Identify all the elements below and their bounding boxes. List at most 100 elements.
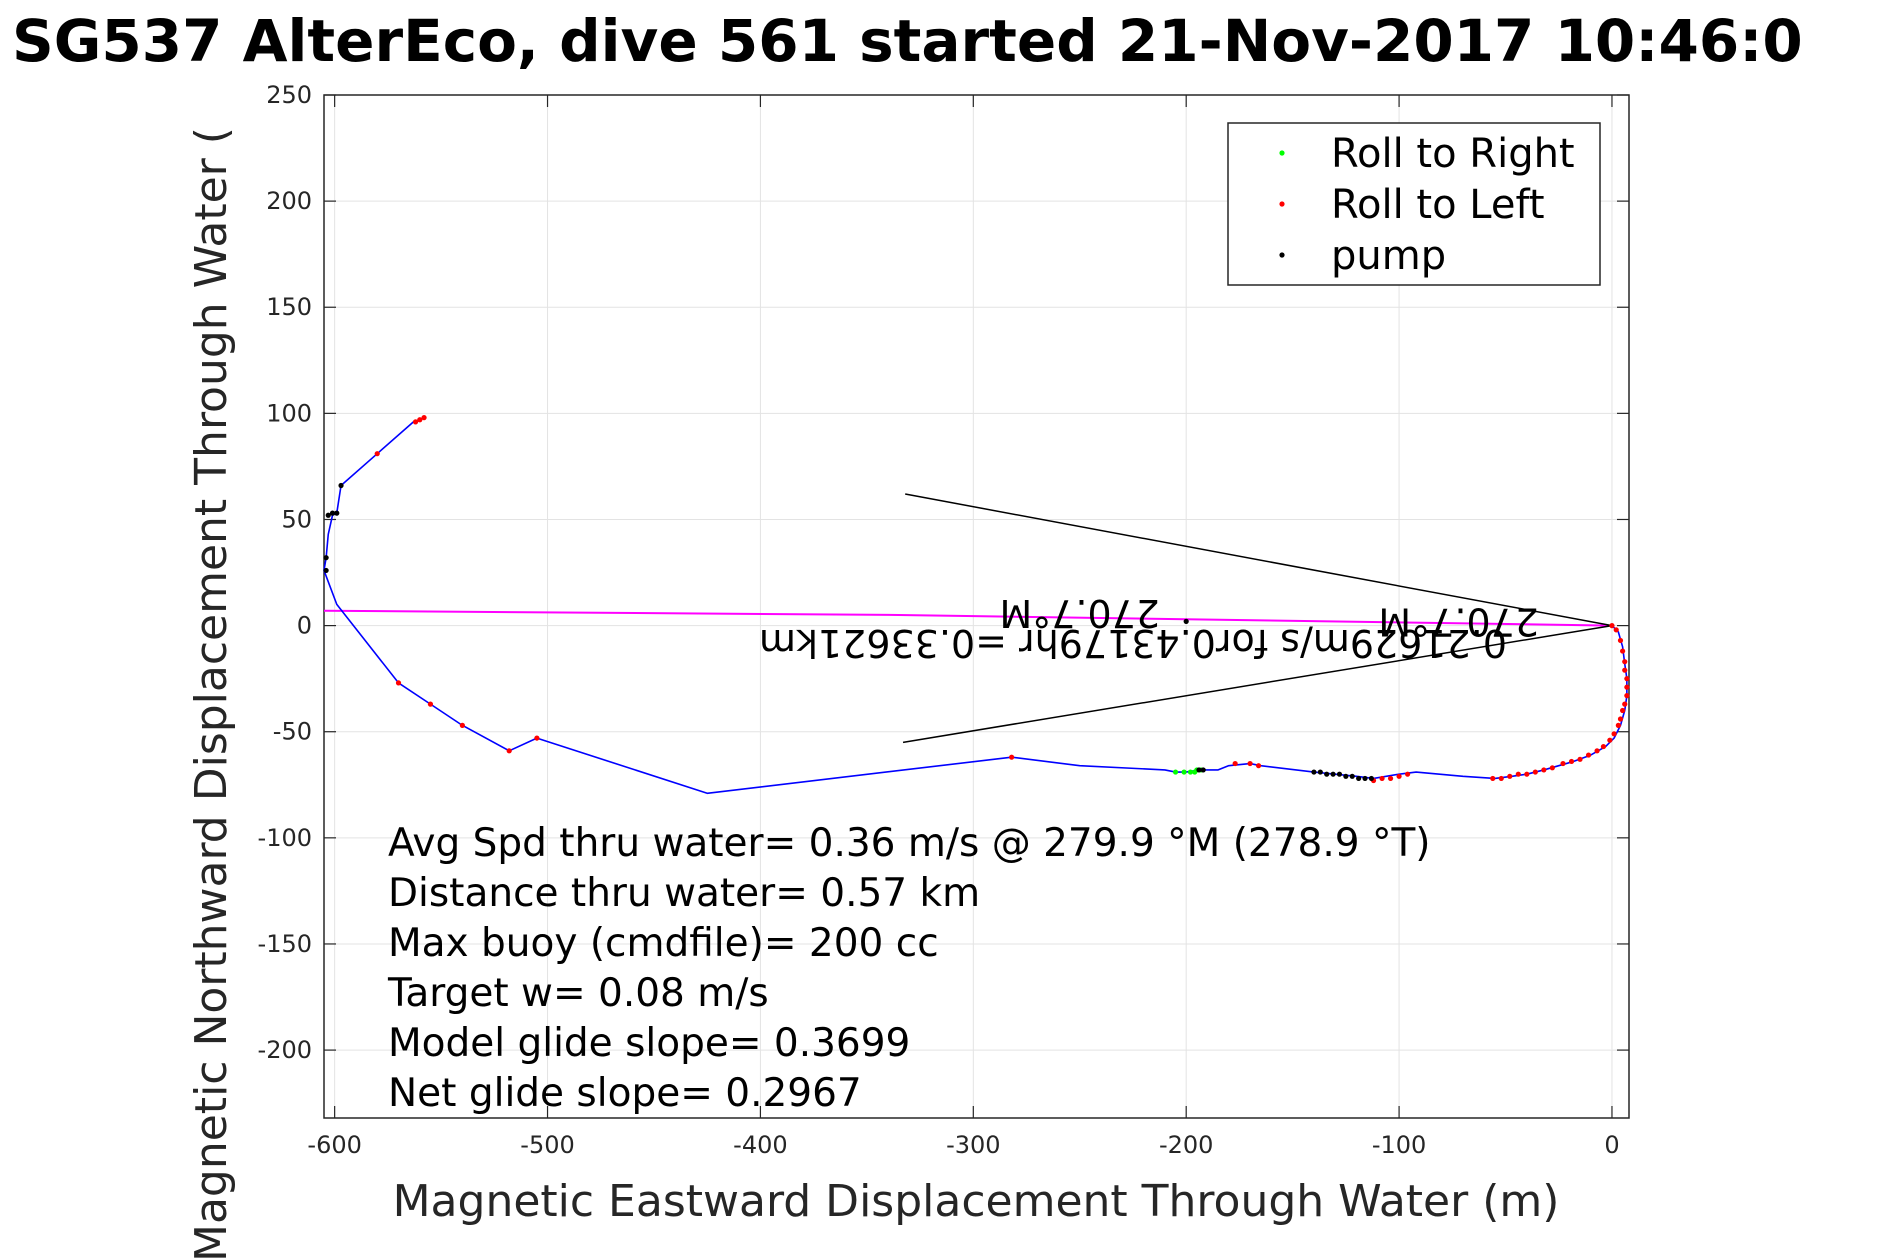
marker-roll-to-left [1524, 771, 1530, 777]
x-axis-label: Magnetic Eastward Displacement Through W… [393, 1176, 1560, 1227]
y-tick-label: 200 [266, 187, 312, 215]
marker-roll-to-left [1622, 667, 1628, 673]
marker-roll-to-left [417, 417, 423, 423]
annotation-model-glide: Model glide slope= 0.3699 [388, 1021, 910, 1066]
marker-roll-to-left [1624, 684, 1630, 690]
y-tick-label: 100 [266, 399, 312, 427]
legend-label-roll-left: Roll to Left [1331, 182, 1545, 228]
marker-pump [1200, 767, 1206, 773]
marker-roll-to-left [1622, 659, 1628, 665]
heading-line [323, 609, 1612, 627]
marker-pump [1317, 769, 1323, 775]
legend: Roll to Right Roll to Left pump [1227, 122, 1601, 286]
y-tick-label: 150 [266, 293, 312, 321]
x-tick-label: -400 [733, 1131, 787, 1159]
y-tick-label: -50 [273, 718, 312, 746]
flipped-labels: 270.7°M 270.7°M0.21629m/s for0.43179hr =0… [759, 591, 1539, 665]
marker-roll-to-left [1379, 775, 1385, 782]
y-tick-labels: 250 200 150 100 50 0 -50 -100 -150 -200 [258, 81, 312, 1064]
marker-roll-to-left [1611, 731, 1617, 737]
marker-roll-to-left [1600, 743, 1607, 750]
x-tick-label: -500 [520, 1131, 574, 1159]
marker-roll-to-left [1396, 773, 1402, 779]
marker-roll-to-right [1181, 769, 1187, 775]
marker-roll-to-left [1549, 765, 1555, 771]
x-tick-labels: -600 -500 -400 -300 -200 -100 0 [307, 1131, 1619, 1159]
marker-roll-to-right [1172, 769, 1179, 775]
marker-roll-to-left [1532, 769, 1538, 775]
annotation-block: Avg Spd thru water= 0.36 m/s @ 279.9 °M … [387, 821, 1431, 1116]
y-tick-label: 0 [297, 612, 312, 640]
x-tick-label: 0 [1604, 1131, 1619, 1159]
marker-roll-to-left [1404, 771, 1411, 777]
x-tick-label: -200 [1159, 1131, 1213, 1159]
marker-pump [1349, 773, 1355, 779]
marker-pump [1183, 618, 1189, 624]
y-tick-label: -150 [258, 930, 312, 958]
y-tick-label: 250 [266, 81, 312, 109]
y-axis-label: Magnetic Northward Displacement Through … [186, 127, 237, 1260]
flipped-label: 270.7°M [1378, 600, 1539, 644]
marker-pump [329, 510, 336, 516]
marker-roll-to-left [1613, 627, 1619, 633]
marker-roll-to-left [1620, 707, 1626, 714]
marker-roll-to-left [1609, 623, 1615, 629]
marker-roll-to-left [395, 680, 402, 686]
annotation-avg-speed: Avg Spd thru water= 0.36 m/s @ 279.9 °M … [388, 821, 1431, 866]
marker-roll-to-left [1247, 760, 1253, 767]
marker-roll-to-left [1620, 648, 1626, 654]
marker-roll-to-left [506, 748, 512, 754]
x-tick-label: -600 [307, 1131, 361, 1159]
marker-roll-to-left [1594, 748, 1600, 754]
y-tick-label: -200 [258, 1036, 312, 1064]
y-tick-label: 50 [281, 505, 312, 533]
x-tick-label: -300 [946, 1131, 1000, 1159]
axis-ticks [324, 94, 1629, 1118]
marker-roll-to-left [1585, 752, 1592, 758]
marker-roll-to-left [1622, 701, 1628, 707]
marker-roll-to-left [1617, 716, 1624, 722]
marker-roll-to-left [1568, 758, 1575, 765]
marker-roll-to-left [1490, 775, 1496, 782]
marker-roll-to-left [1387, 775, 1394, 782]
marker-pump [1330, 771, 1336, 777]
marker-roll-to-left [1617, 637, 1624, 644]
marker-pump [323, 567, 329, 574]
marker-roll-to-left [1615, 722, 1621, 728]
legend-box [1227, 122, 1601, 286]
wedge-line [902, 624, 1613, 744]
legend-marker-pump [1279, 252, 1285, 258]
marker-roll-to-left [412, 419, 419, 425]
marker-roll-to-right [1187, 769, 1194, 775]
marker-pump [323, 555, 329, 561]
marker-roll-to-left [1541, 767, 1547, 773]
legend-label-pump: pump [1331, 233, 1446, 279]
marker-pump [1368, 775, 1375, 782]
marker-roll-to-left [459, 722, 465, 728]
marker-roll-to-left [1560, 760, 1566, 767]
annotation-distance: Distance thru water= 0.57 km [388, 871, 980, 916]
y-tick-label: -100 [258, 824, 312, 852]
marker-pump [1311, 769, 1317, 775]
point-markers [323, 415, 1630, 784]
chart-title: SG537 AlterEco, dive 561 started 21-Nov-… [12, 7, 1803, 75]
marker-pump [334, 510, 340, 516]
plot-frame [323, 94, 1630, 1119]
marker-roll-to-left [1498, 775, 1504, 782]
marker-roll-to-left [374, 451, 380, 457]
marker-roll-to-left [1624, 676, 1630, 682]
marker-roll-to-left [1009, 754, 1015, 760]
marker-roll-to-left [1255, 763, 1262, 769]
marker-roll-to-left [1624, 693, 1630, 699]
annotation-target-w: Target w= 0.08 m/s [387, 971, 769, 1016]
marker-pump [1343, 773, 1349, 779]
x-tick-label: -100 [1372, 1131, 1426, 1159]
marker-roll-to-left [1232, 760, 1238, 767]
legend-label-roll-right: Roll to Right [1331, 131, 1575, 177]
flipped-label: 0.21629m/s for0.43179hr =0.33621km [759, 621, 1507, 665]
marker-roll-to-left [1515, 771, 1521, 777]
marker-pump [1356, 775, 1362, 782]
marker-pump [338, 482, 344, 489]
marker-roll-to-left [534, 735, 540, 741]
